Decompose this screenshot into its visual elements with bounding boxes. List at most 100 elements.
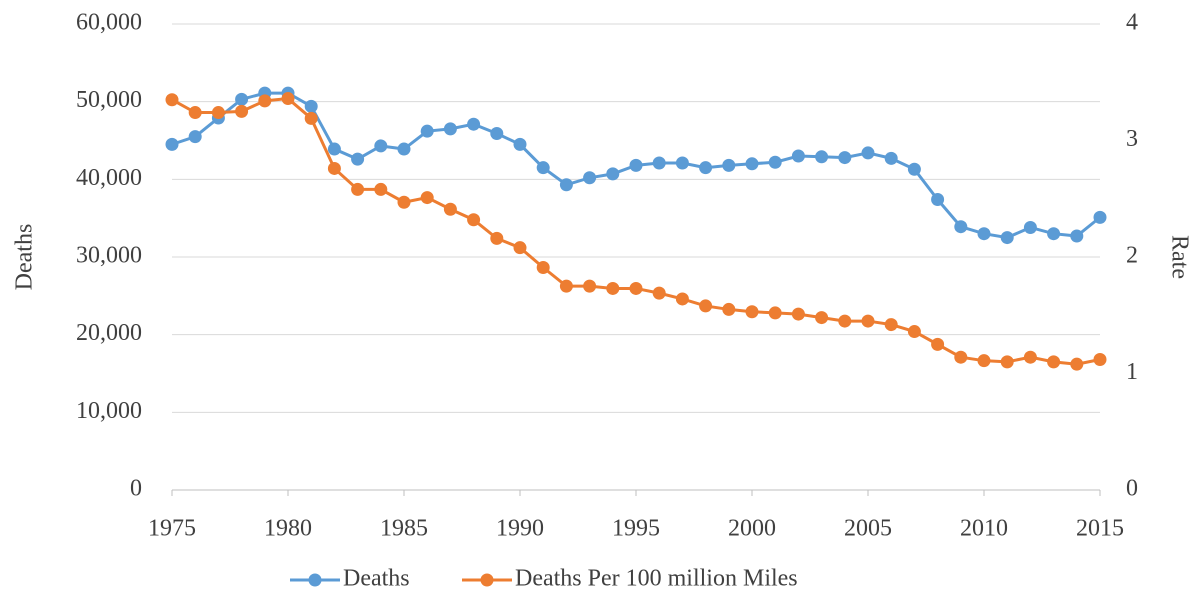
point (745, 157, 759, 171)
point (629, 281, 643, 295)
point (977, 227, 991, 241)
point (165, 93, 179, 107)
point (699, 161, 713, 175)
point (188, 130, 202, 144)
legend-marker (480, 573, 494, 587)
y2-tick-label: 1 (1126, 359, 1138, 385)
point (1000, 355, 1014, 369)
x-tick-label: 1985 (380, 516, 428, 542)
point (235, 104, 249, 118)
point (1000, 231, 1014, 245)
legend-label: Deaths (343, 566, 410, 592)
y-tick-label: 20,000 (76, 320, 142, 346)
x-tick-label: 1990 (496, 516, 544, 542)
y-tick-label: 60,000 (76, 10, 142, 36)
point (791, 307, 805, 321)
point (467, 117, 481, 131)
point (559, 279, 573, 293)
point (675, 156, 689, 170)
point (1070, 229, 1084, 243)
y-tick-label: 40,000 (76, 165, 142, 191)
point (954, 220, 968, 234)
point (235, 92, 249, 106)
point (791, 149, 805, 163)
point (606, 167, 620, 181)
point (351, 152, 365, 166)
point (211, 106, 225, 120)
point (652, 286, 666, 300)
x-tick-label: 2005 (844, 516, 892, 542)
point (1047, 355, 1061, 369)
point (467, 213, 481, 227)
x-tick-label: 1980 (264, 516, 312, 542)
point (397, 195, 411, 209)
point (606, 281, 620, 295)
point (884, 318, 898, 332)
x-tick-label: 1975 (148, 516, 196, 542)
point (327, 161, 341, 175)
y-tick-label: 50,000 (76, 87, 142, 113)
point (699, 299, 713, 313)
point (977, 354, 991, 368)
point (1093, 210, 1107, 224)
point (722, 158, 736, 172)
y2-axis-label: Rate (1166, 235, 1192, 279)
point (513, 241, 527, 255)
point (304, 111, 318, 125)
point (884, 151, 898, 165)
legend-marker (308, 573, 322, 587)
point (583, 171, 597, 185)
y2-tick-label: 2 (1126, 243, 1138, 269)
y-axis-label: Deaths (12, 224, 38, 291)
legend-label: Deaths Per 100 million Miles (515, 566, 798, 592)
point (536, 260, 550, 274)
point (722, 302, 736, 316)
point (907, 325, 921, 339)
point (629, 158, 643, 172)
point (745, 305, 759, 319)
point (931, 337, 945, 351)
point (583, 279, 597, 293)
point (443, 122, 457, 136)
point (907, 162, 921, 176)
point (838, 151, 852, 165)
point (513, 137, 527, 151)
point (165, 137, 179, 151)
point (815, 150, 829, 164)
x-tick-label: 2010 (960, 516, 1008, 542)
point (304, 99, 318, 113)
point (490, 127, 504, 141)
x-tick-label: 2015 (1076, 516, 1124, 542)
point (954, 350, 968, 364)
point (1023, 220, 1037, 234)
point (374, 182, 388, 196)
y-tick-label: 30,000 (76, 243, 142, 269)
point (420, 124, 434, 138)
point (188, 106, 202, 120)
point (768, 306, 782, 320)
x-tick-label: 2000 (728, 516, 776, 542)
point (559, 178, 573, 192)
point (281, 92, 295, 106)
point (397, 142, 411, 156)
point (351, 182, 365, 196)
point (443, 202, 457, 216)
point (675, 292, 689, 306)
point (861, 146, 875, 160)
point (1093, 353, 1107, 367)
point (1070, 357, 1084, 371)
point (327, 142, 341, 156)
point (420, 191, 434, 205)
y2-tick-label: 0 (1126, 476, 1138, 502)
point (815, 311, 829, 325)
point (536, 161, 550, 175)
point (1047, 227, 1061, 241)
point (490, 231, 504, 245)
x-tick-label: 1995 (612, 516, 660, 542)
point (258, 94, 272, 108)
point (838, 314, 852, 328)
point (1023, 350, 1037, 364)
y2-tick-label: 3 (1126, 126, 1138, 152)
point (861, 314, 875, 328)
